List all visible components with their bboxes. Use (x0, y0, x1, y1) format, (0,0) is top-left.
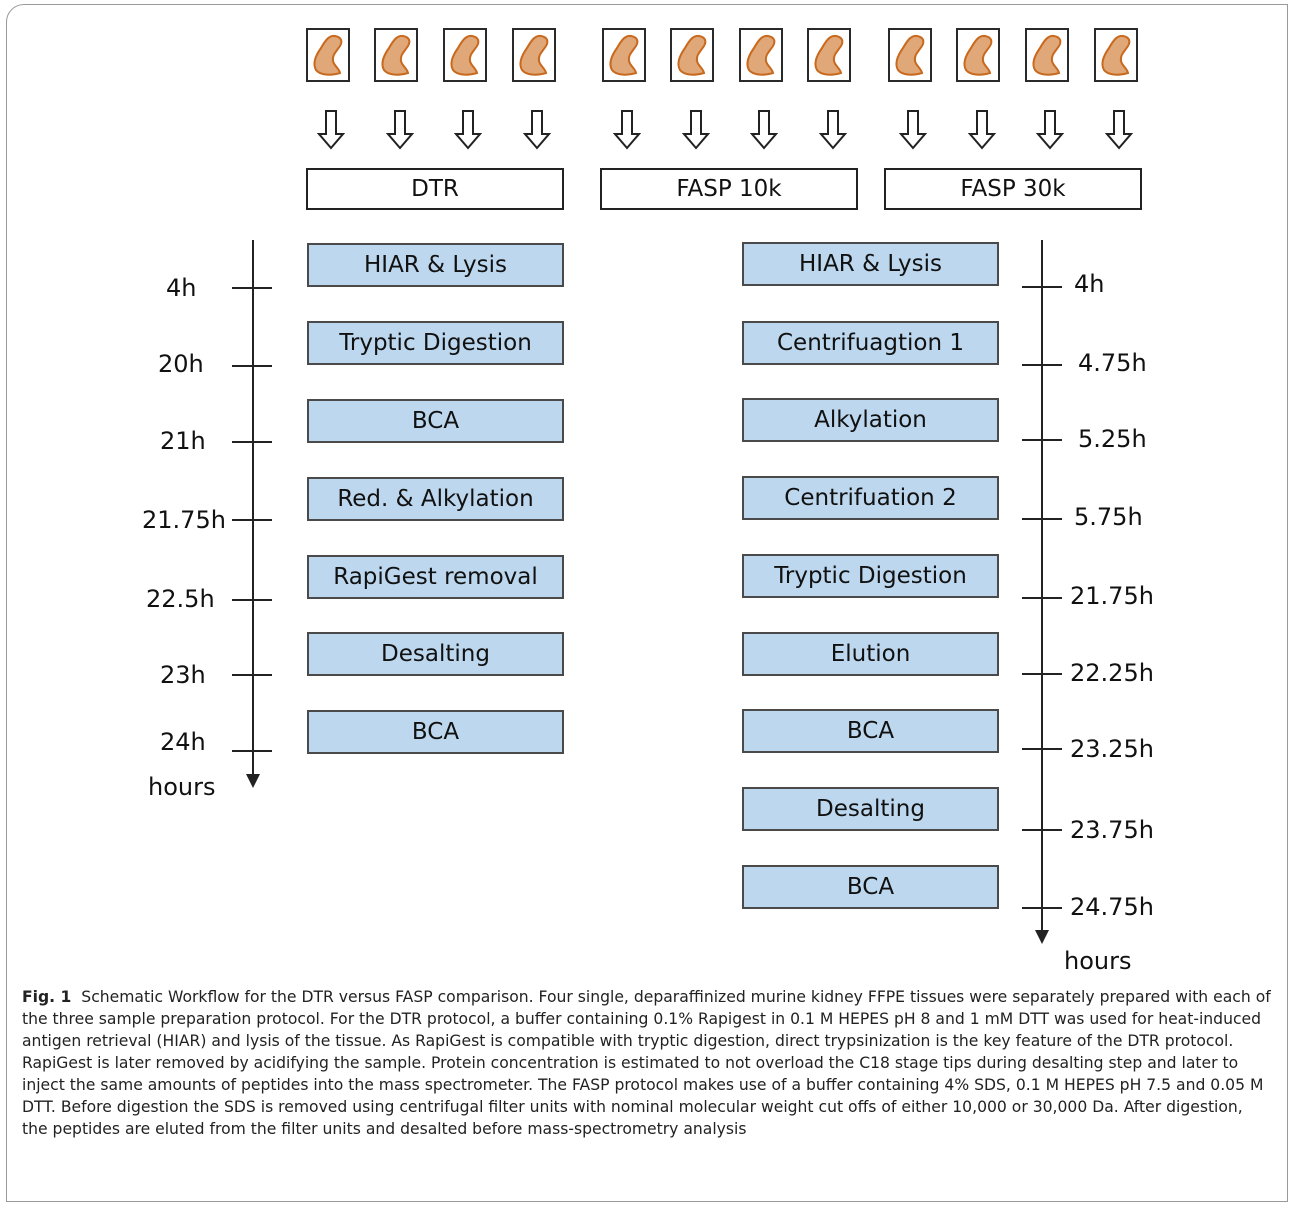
dtr-time-label: 20h (158, 350, 204, 378)
tissue-sample-icon (888, 28, 932, 82)
dtr-time-label: 21h (160, 427, 206, 455)
down-arrow-icon (968, 110, 996, 150)
down-arrow-icon (317, 110, 345, 150)
tissue-sample-icon (1094, 28, 1138, 82)
fasp-tick (1022, 518, 1062, 520)
fasp-tick (1022, 286, 1062, 288)
tissue-sample-icon (374, 28, 418, 82)
fasp-axis-arrowhead (1035, 930, 1049, 944)
dtr-time-label: 4h (166, 274, 197, 302)
dtr-time-axis (252, 240, 254, 776)
fasp-tick (1022, 907, 1062, 909)
fasp-time-label: 22.25h (1070, 659, 1154, 687)
dtr-step-box: Red. & Alkylation (307, 477, 564, 521)
tissue-sample-icon (602, 28, 646, 82)
tissue-sample-icon (670, 28, 714, 82)
dtr-step-box: HIAR & Lysis (307, 243, 564, 287)
fasp-step-box: Centrifuation 2 (742, 476, 999, 520)
fasp-tick (1022, 364, 1062, 366)
down-arrow-icon (613, 110, 641, 150)
fasp-step-box: BCA (742, 865, 999, 909)
fasp-step-box: Desalting (742, 787, 999, 831)
dtr-tick (232, 287, 272, 289)
dtr-step-box: RapiGest removal (307, 555, 564, 599)
tissue-sample-icon (956, 28, 1000, 82)
down-arrow-icon (899, 110, 927, 150)
dtr-axis-arrowhead (246, 774, 260, 788)
dtr-tick (232, 674, 272, 676)
fasp-time-label: 23.75h (1070, 816, 1154, 844)
dtr-tick (232, 519, 272, 521)
down-arrow-icon (1105, 110, 1133, 150)
tissue-sample-icon (739, 28, 783, 82)
fasp-tick (1022, 439, 1062, 441)
fasp-time-label: 21.75h (1070, 582, 1154, 610)
dtr-time-label: 24h (160, 728, 206, 756)
fasp-time-label: 24.75h (1070, 893, 1154, 921)
group-box-fasp-10k: FASP 10k (600, 168, 858, 210)
fasp-step-box: Tryptic Digestion (742, 554, 999, 598)
figure-caption: Fig. 1 Schematic Workflow for the DTR ve… (22, 986, 1272, 1140)
down-arrow-icon (750, 110, 778, 150)
tissue-sample-icon (1025, 28, 1069, 82)
down-arrow-icon (819, 110, 847, 150)
tissue-sample-icon (306, 28, 350, 82)
dtr-time-label: 22.5h (146, 585, 215, 613)
fasp-time-label: 5.75h (1074, 503, 1143, 531)
tissue-sample-icon (807, 28, 851, 82)
group-box-fasp-30k: FASP 30k (884, 168, 1142, 210)
dtr-step-box: BCA (307, 399, 564, 443)
fasp-step-box: Elution (742, 632, 999, 676)
dtr-tick (232, 750, 272, 752)
fasp-time-label: 23.25h (1070, 735, 1154, 763)
fasp-step-box: HIAR & Lysis (742, 242, 999, 286)
dtr-tick (232, 441, 272, 443)
figure-frame (6, 4, 1288, 1202)
fasp-time-label: 4.75h (1078, 349, 1147, 377)
dtr-step-box: BCA (307, 710, 564, 754)
fasp-tick (1022, 829, 1062, 831)
fasp-axis-unit: hours (1064, 947, 1132, 975)
down-arrow-icon (1036, 110, 1064, 150)
fasp-step-box: Centrifuagtion 1 (742, 321, 999, 365)
fasp-step-box: BCA (742, 709, 999, 753)
fasp-tick (1022, 748, 1062, 750)
down-arrow-icon (454, 110, 482, 150)
dtr-tick (232, 599, 272, 601)
dtr-step-box: Desalting (307, 632, 564, 676)
group-box-dtr: DTR (306, 168, 564, 210)
dtr-step-box: Tryptic Digestion (307, 321, 564, 365)
down-arrow-icon (386, 110, 414, 150)
dtr-tick (232, 365, 272, 367)
dtr-time-label: 21.75h (142, 506, 226, 534)
caption-text: Schematic Workflow for the DTR versus FA… (22, 988, 1271, 1138)
down-arrow-icon (523, 110, 551, 150)
caption-label: Fig. 1 (22, 988, 72, 1006)
fasp-time-label: 4h (1074, 270, 1105, 298)
tissue-sample-icon (443, 28, 487, 82)
fasp-tick (1022, 673, 1062, 675)
fasp-tick (1022, 597, 1062, 599)
tissue-sample-icon (512, 28, 556, 82)
dtr-axis-unit: hours (148, 773, 216, 801)
fasp-time-axis (1041, 240, 1043, 932)
dtr-time-label: 23h (160, 661, 206, 689)
fasp-time-label: 5.25h (1078, 425, 1147, 453)
down-arrow-icon (682, 110, 710, 150)
fasp-step-box: Alkylation (742, 398, 999, 442)
